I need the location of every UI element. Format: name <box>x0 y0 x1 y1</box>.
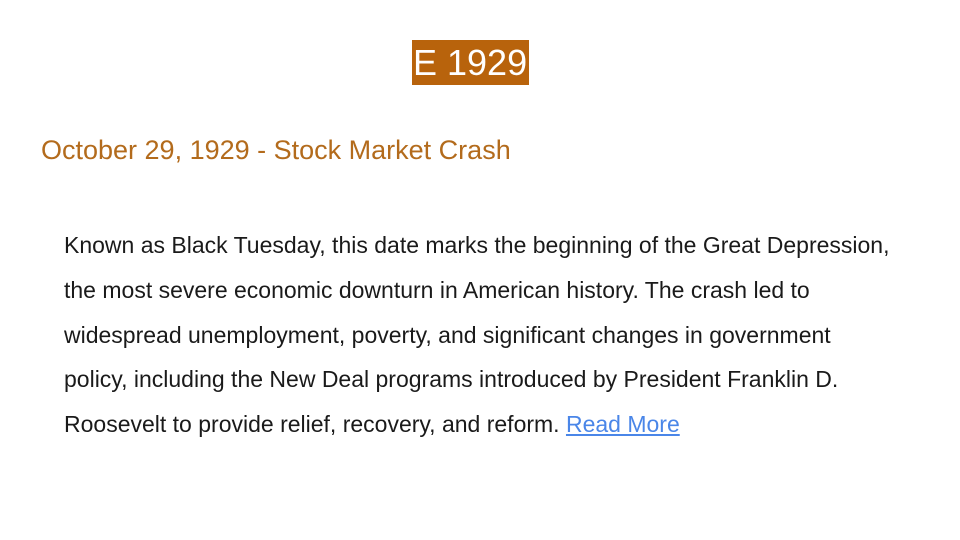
event-description: Known as Black Tuesday, this date marks … <box>64 223 894 447</box>
read-more-link[interactable]: Read More <box>566 411 680 437</box>
description-text: Known as Black Tuesday, this date marks … <box>64 232 889 437</box>
event-heading: October 29, 1929 - Stock Market Crash <box>41 132 511 168</box>
slide-title: E 1929 <box>412 40 529 85</box>
